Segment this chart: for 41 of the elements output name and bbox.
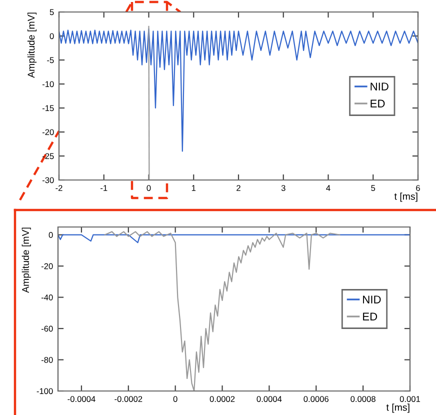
y-tick-label: -10 [42,81,54,88]
y-tick-label: -100 [36,388,53,394]
y-tick-label: -60 [41,326,53,332]
x-tick-label: 0 [173,396,178,402]
x-tick-label: 0 [146,185,151,191]
y-tick-label: -15 [42,105,54,112]
legend-label: ED [370,100,385,108]
y-tick-label: -30 [42,177,54,184]
y-tick-label: 0 [48,232,53,238]
x-tick-label: 6 [416,185,420,191]
x-tick-label: 4 [326,185,330,191]
x-tick-label: 5 [371,185,376,191]
x-tick-label: -0.0004 [68,396,96,402]
x-tick-label: 3 [281,185,286,191]
line-series [58,234,410,244]
y-axis-title: Amplitude [mV] [27,12,37,78]
y-tick-label: 0 [50,33,54,40]
x-tick-label: 2 [236,185,240,191]
x-axis-title: t [ms] [394,192,418,202]
y-tick-label: 5 [50,9,54,16]
y-tick-label: -5 [47,57,54,64]
x-tick-label: 0.0004 [256,396,282,402]
legend-label: NID [370,82,388,90]
y-axis-title: Amplitude [mV] [22,228,31,293]
x-tick-label: -0.0002 [114,396,142,402]
y-tick-label: -20 [42,129,54,136]
legend-label: NID [363,296,381,304]
y-tick-label: -80 [41,356,53,363]
x-tick-label: 0.001 [400,396,420,402]
x-tick-label: -1 [100,185,108,191]
x-tick-label: 0.0002 [210,396,235,402]
x-tick-label: 1 [192,185,196,191]
x-tick-label: 0.0006 [304,396,329,402]
x-axis-title: t [ms] [386,404,410,413]
line-series [59,28,418,152]
x-tick-label: 0.0008 [350,396,376,402]
y-tick-label: -20 [41,263,53,270]
y-tick-label: -40 [41,294,53,300]
x-tick-label: -2 [56,185,62,191]
legend-label: ED [363,312,378,320]
line-series [104,231,340,391]
